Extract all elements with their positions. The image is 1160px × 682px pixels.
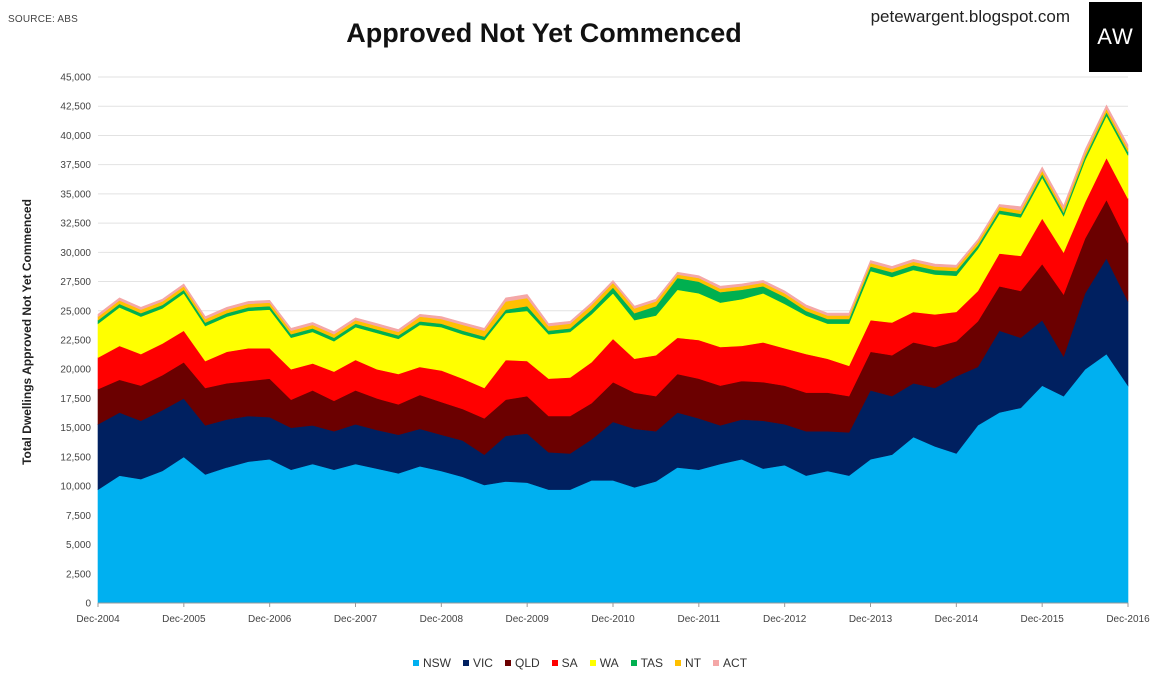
y-tick-label: 15,000 <box>60 423 91 434</box>
legend-swatch <box>630 660 637 666</box>
legend-swatch <box>504 660 511 666</box>
y-tick-label: 45,000 <box>60 73 91 84</box>
x-tick-label: Dec-2009 <box>505 614 549 625</box>
legend-label: WA <box>599 656 619 670</box>
y-tick-label: 5,000 <box>66 540 91 551</box>
y-tick-label: 42,500 <box>60 102 91 113</box>
y-tick-label: 27,500 <box>60 277 91 288</box>
x-tick-label: Dec-2010 <box>591 614 635 625</box>
y-tick-label: 35,000 <box>60 189 91 200</box>
legend-swatch <box>462 660 469 666</box>
y-tick-label: 7,500 <box>66 511 91 522</box>
legend-item-nsw: NSW <box>412 656 451 670</box>
legend-label: NSW <box>422 656 451 670</box>
legend-item-sa: SA <box>551 656 578 670</box>
y-tick-label: 12,500 <box>60 452 91 463</box>
legend-item-qld: QLD <box>504 656 540 670</box>
y-tick-label: 0 <box>85 599 91 610</box>
legend-label: SA <box>561 656 578 670</box>
y-tick-label: 22,500 <box>60 336 91 347</box>
x-tick-label: Dec-2013 <box>849 614 893 625</box>
x-tick-label: Dec-2007 <box>334 614 378 625</box>
x-tick-label: Dec-2008 <box>420 614 464 625</box>
area-series-act <box>97 104 1129 335</box>
legend-label: QLD <box>514 656 540 670</box>
chart-title: Approved Not Yet Commenced <box>346 18 742 48</box>
legend-label: ACT <box>723 656 748 670</box>
legend-item-tas: TAS <box>630 656 664 670</box>
legend-swatch <box>713 660 720 666</box>
y-tick-label: 37,500 <box>60 160 91 171</box>
x-tick-label: Dec-2012 <box>763 614 807 625</box>
x-tick-label: Dec-2004 <box>76 614 120 625</box>
legend-label: VIC <box>472 656 493 670</box>
y-tick-label: 2,500 <box>66 569 91 580</box>
x-tick-label: Dec-2005 <box>162 614 206 625</box>
logo-text: AW <box>1097 24 1134 49</box>
chart-legend: NSW VIC QLD SA WA TAS NT ACT <box>0 656 1160 670</box>
legend-swatch <box>551 660 558 666</box>
brand-logo: AW <box>1089 2 1142 72</box>
legend-swatch <box>412 660 419 666</box>
x-tick-label: Dec-2006 <box>248 614 292 625</box>
x-tick-label: Dec-2015 <box>1020 614 1064 625</box>
legend-label: NT <box>685 656 702 670</box>
legend-item-vic: VIC <box>462 656 493 670</box>
x-tick-label: Dec-2014 <box>935 614 979 625</box>
y-tick-label: 40,000 <box>60 131 91 142</box>
x-tick-label: Dec-2016 <box>1106 614 1150 625</box>
y-tick-label: 20,000 <box>60 365 91 376</box>
legend-swatch <box>589 660 596 666</box>
source-note: SOURCE: ABS <box>8 14 78 25</box>
y-tick-label: 17,500 <box>60 394 91 405</box>
legend-label: TAS <box>640 656 664 670</box>
legend-swatch <box>675 660 682 666</box>
blog-url: petewargent.blogspot.com <box>870 7 1070 26</box>
x-tick-label: Dec-2011 <box>678 614 721 625</box>
y-tick-label: 30,000 <box>60 248 91 259</box>
legend-item-act: ACT <box>713 656 747 670</box>
y-tick-label: 25,000 <box>60 306 91 317</box>
legend-item-nt: NT <box>675 656 701 670</box>
y-tick-label: 32,500 <box>60 219 91 230</box>
legend-item-wa: WA <box>589 656 619 670</box>
y-tick-label: 10,000 <box>60 482 91 493</box>
